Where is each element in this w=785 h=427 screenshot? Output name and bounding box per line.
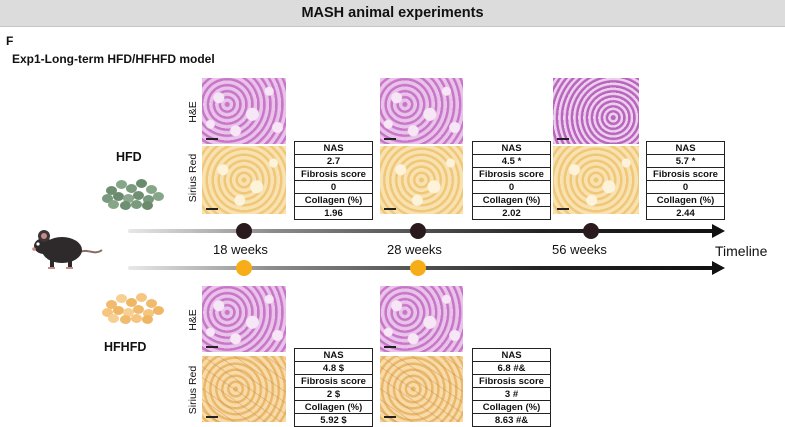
collagen-value: 5.92 $ <box>294 413 373 427</box>
hfd-stats-56w: NAS 5.7 * Fibrosis score 0 Collagen (%) … <box>646 141 725 220</box>
fibrosis-value: 2 $ <box>294 387 373 401</box>
hfhfd-sirius-image-28w <box>380 356 463 422</box>
hfd-sirius-label-1: Sirius Red <box>187 153 199 203</box>
hfd-stats-28w: NAS 4.5 * Fibrosis score 0 Collagen (%) … <box>472 141 551 220</box>
hfhfd-timepoint-28w <box>410 260 426 276</box>
fibrosis-value: 3 # <box>472 387 551 401</box>
nas-label: NAS <box>472 348 551 362</box>
hfd-sirius-image-28w <box>380 146 463 214</box>
fibrosis-label: Fibrosis score <box>472 374 551 388</box>
hfd-timepoint-56w <box>583 223 599 239</box>
hfhfd-pellets-icon <box>98 290 168 324</box>
hfhfd-timeline-arrowhead <box>712 261 725 275</box>
hfhfd-stats-28w: NAS 6.8 #& Fibrosis score 3 # Collagen (… <box>472 348 551 427</box>
fibrosis-label: Fibrosis score <box>472 167 551 181</box>
fibrosis-label: Fibrosis score <box>294 374 373 388</box>
hfd-he-label-1: H&E <box>187 101 199 123</box>
nas-label: NAS <box>472 141 551 155</box>
hfd-he-image-56w <box>553 78 639 144</box>
hfd-timeline-arrowhead <box>712 224 725 238</box>
hfhfd-he-label-1: H&E <box>187 309 199 331</box>
nas-label: NAS <box>294 348 373 362</box>
hfd-sirius-image-56w <box>553 146 639 214</box>
section-title: MASH animal experiments <box>301 5 484 21</box>
collagen-value: 8.63 #& <box>472 413 551 427</box>
panel-subtitle: Exp1-Long-term HFD/HFHFD model <box>12 52 215 66</box>
collagen-label: Collagen (%) <box>472 193 551 207</box>
fibrosis-label: Fibrosis score <box>646 167 725 181</box>
collagen-value: 1.96 <box>294 206 373 220</box>
hfd-timepoint-28w <box>410 223 426 239</box>
nas-value: 4.5 * <box>472 154 551 168</box>
hfd-he-image-18w <box>202 78 286 144</box>
hfhfd-stats-18w: NAS 4.8 $ Fibrosis score 2 $ Collagen (%… <box>294 348 373 427</box>
hfd-label: HFD <box>116 150 142 164</box>
collagen-label: Collagen (%) <box>472 400 551 414</box>
collagen-label: Collagen (%) <box>294 400 373 414</box>
fibrosis-value: 0 <box>646 180 725 194</box>
hfhfd-timepoint-18w <box>236 260 252 276</box>
fibrosis-value: 0 <box>294 180 373 194</box>
timeline-label: Timeline <box>715 243 768 259</box>
nas-value: 2.7 <box>294 154 373 168</box>
hfhfd-sirius-image-18w <box>202 356 286 422</box>
hfhfd-he-image-28w <box>380 286 463 352</box>
nas-label: NAS <box>646 141 725 155</box>
collagen-label: Collagen (%) <box>646 193 725 207</box>
hfd-sirius-image-18w <box>202 146 286 214</box>
hfd-he-image-28w <box>380 78 463 144</box>
nas-label: NAS <box>294 141 373 155</box>
nas-value: 4.8 $ <box>294 361 373 375</box>
panel-letter: F <box>6 34 14 48</box>
week-label-56: 56 weeks <box>552 242 607 257</box>
fibrosis-value: 0 <box>472 180 551 194</box>
hfhfd-sirius-label-1: Sirius Red <box>187 365 199 415</box>
mouse-icon <box>32 230 103 269</box>
nas-value: 6.8 #& <box>472 361 551 375</box>
collagen-label: Collagen (%) <box>294 193 373 207</box>
hfd-pellets-icon <box>98 176 168 210</box>
fibrosis-label: Fibrosis score <box>294 167 373 181</box>
section-header: MASH animal experiments <box>0 0 785 27</box>
hfhfd-he-image-18w <box>202 286 286 352</box>
hfhfd-label: HFHFD <box>104 340 147 354</box>
collagen-value: 2.44 <box>646 206 725 220</box>
hfd-stats-18w: NAS 2.7 Fibrosis score 0 Collagen (%) 1.… <box>294 141 373 220</box>
week-label-28: 28 weeks <box>387 242 442 257</box>
week-label-18: 18 weeks <box>213 242 268 257</box>
nas-value: 5.7 * <box>646 154 725 168</box>
hfd-timepoint-18w <box>236 223 252 239</box>
collagen-value: 2.02 <box>472 206 551 220</box>
